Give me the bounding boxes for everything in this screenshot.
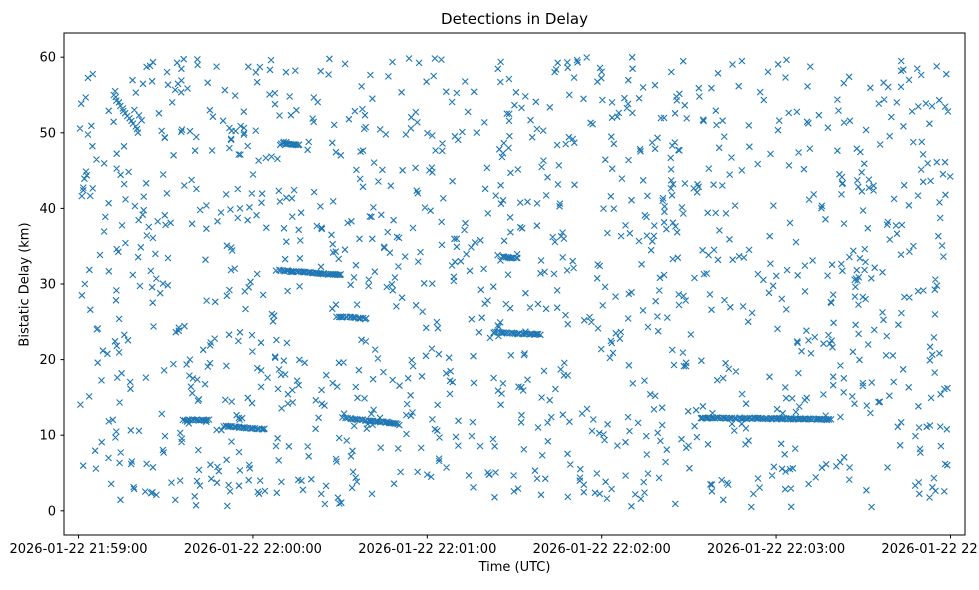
x-tick-label: 2026-01-22 22:04:00 [881, 542, 979, 557]
y-tick-label: 20 [39, 353, 56, 368]
chart-title: Detections in Delay [441, 10, 588, 28]
y-tick-label: 30 [39, 278, 56, 293]
axes-frame [63, 32, 966, 536]
x-tick-label: 2026-01-22 22:02:00 [533, 542, 671, 557]
y-tick-label: 50 [39, 126, 56, 141]
y-tick-label: 40 [39, 202, 56, 217]
x-axis-label: Time (UTC) [478, 560, 551, 575]
y-tick-label: 10 [39, 429, 56, 444]
y-tick-label: 0 [48, 504, 56, 519]
x-tick-label: 2026-01-22 21:59:00 [9, 542, 147, 557]
x-tick-label: 2026-01-22 22:03:00 [707, 542, 845, 557]
y-axis-label: Bistatic Delay (km) [17, 222, 33, 347]
scatter-markers [76, 53, 954, 511]
x-tick-label: 2026-01-22 22:01:00 [358, 542, 496, 557]
x-tick-label: 2026-01-22 22:00:00 [184, 542, 322, 557]
y-tick-label: 60 [39, 51, 56, 66]
